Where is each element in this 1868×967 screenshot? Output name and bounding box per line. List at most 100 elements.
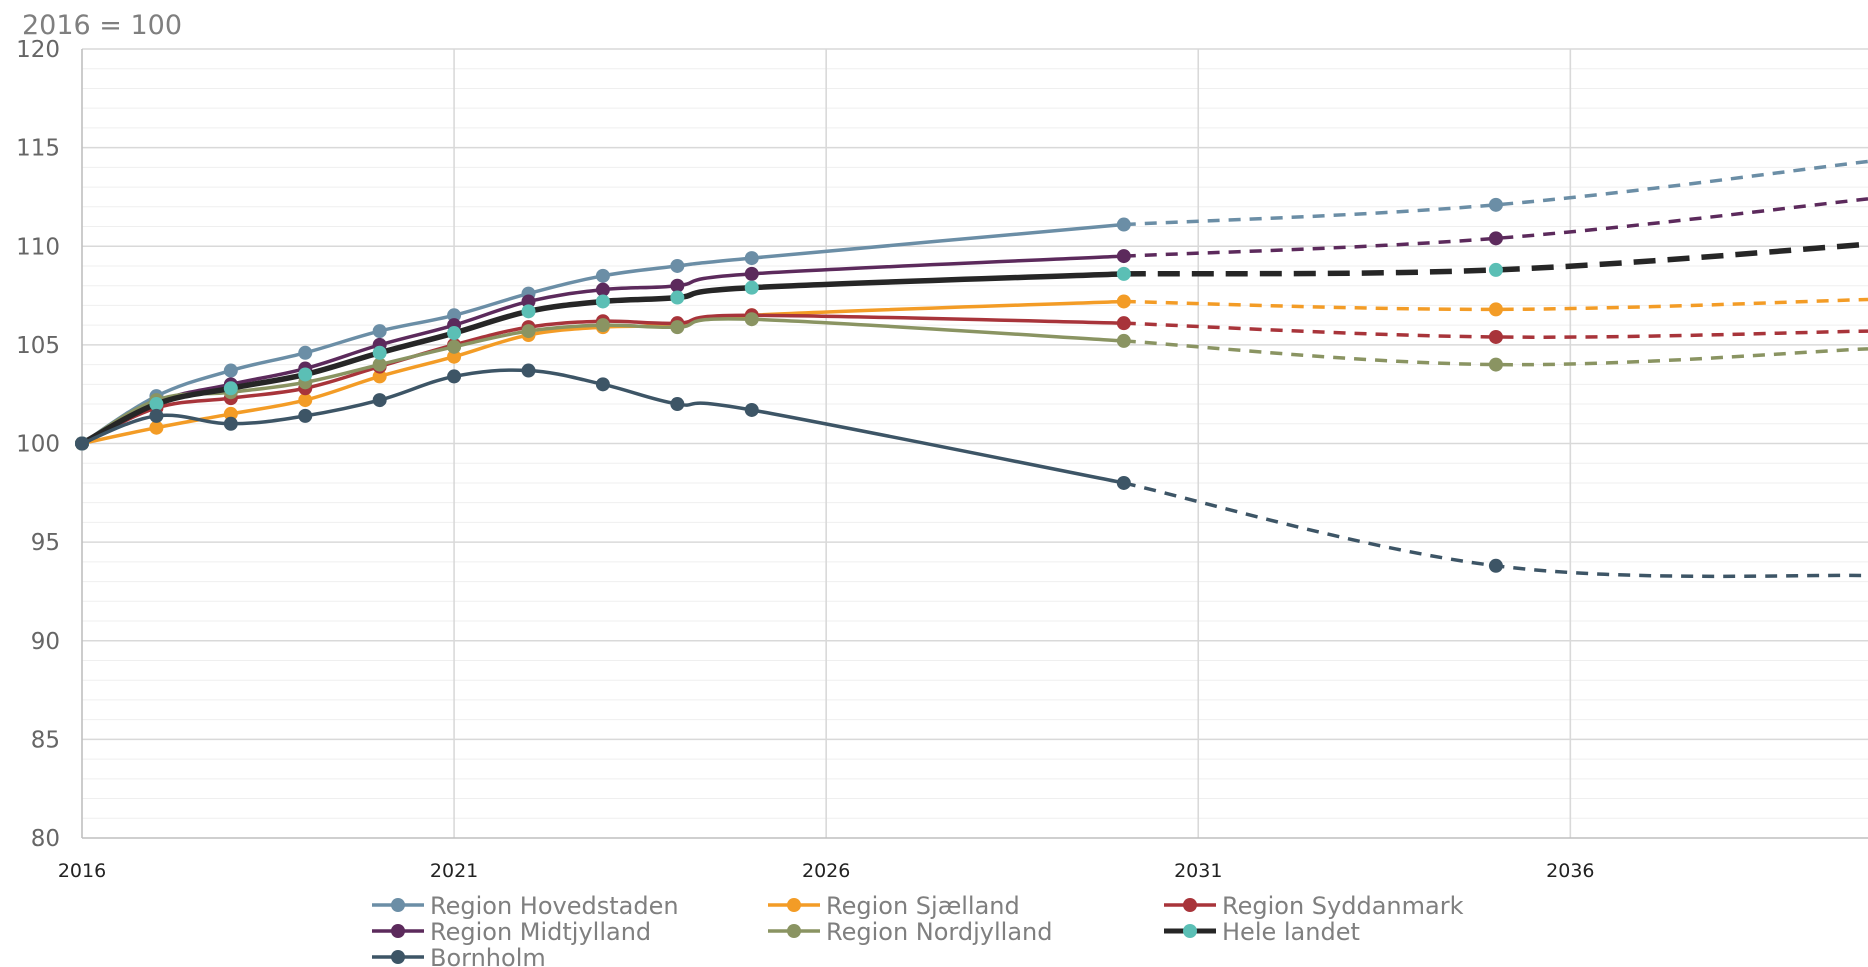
data-point	[744, 312, 759, 327]
y-tick-label: 105	[16, 333, 60, 359]
data-point	[223, 406, 238, 421]
legend-item: Region Sjælland	[768, 892, 1020, 920]
data-point	[372, 324, 387, 339]
data-point	[1488, 197, 1503, 212]
legend-item: Hele landet	[1164, 918, 1360, 946]
data-point	[595, 377, 610, 392]
data-point	[1116, 316, 1131, 331]
series-region-hovedstaden	[75, 159, 1868, 451]
x-tick-label: 2031	[1174, 860, 1222, 882]
data-point	[1488, 357, 1503, 372]
series-hele-landet	[75, 241, 1868, 451]
data-point	[670, 278, 685, 293]
data-point	[223, 363, 238, 378]
legend-swatch-marker	[787, 924, 801, 938]
legend-swatch-marker	[1183, 924, 1197, 938]
data-point	[1488, 558, 1503, 573]
data-point	[521, 294, 536, 309]
y-tick-label: 120	[16, 37, 60, 63]
legend-swatch-marker	[391, 924, 405, 938]
data-point	[595, 294, 610, 309]
data-point	[744, 402, 759, 417]
legend-swatch-marker	[787, 898, 801, 912]
legend: Region Hovedstaden Region Sjælland Region …	[372, 892, 1464, 967]
data-point	[595, 318, 610, 333]
series-line-projection	[1123, 241, 1868, 277]
data-point	[447, 308, 462, 323]
legend-item: Region Syddanmark	[1164, 892, 1464, 920]
legend-label: Hele landet	[1222, 918, 1360, 946]
legend-item: Region Hovedstaden	[372, 892, 679, 920]
data-point	[521, 363, 536, 378]
data-point	[1116, 249, 1131, 264]
data-point	[521, 324, 536, 339]
data-point	[670, 320, 685, 335]
legend-label: Bornholm	[430, 944, 546, 967]
legend-swatch-marker	[391, 898, 405, 912]
series-line-projection	[1123, 339, 1868, 367]
data-point	[670, 290, 685, 305]
series-lines	[75, 159, 1868, 579]
data-point	[1116, 217, 1131, 232]
data-point	[1488, 231, 1503, 246]
legend-item: Region Midtjylland	[372, 918, 651, 946]
y-tick-label: 110	[16, 234, 60, 260]
legend-label: Region Nordjylland	[826, 918, 1052, 946]
data-point	[298, 367, 313, 382]
x-axis-ticks: 2016 2021 2026 2031 2036	[58, 860, 1595, 882]
legend-item: Region Nordjylland	[768, 918, 1052, 946]
series-line-projection	[1123, 321, 1868, 339]
series-bornholm	[75, 363, 1868, 579]
x-tick-label: 2016	[58, 860, 106, 882]
legend-label: Region Syddanmark	[1222, 892, 1464, 920]
x-tick-label: 2021	[430, 860, 478, 882]
data-point	[744, 251, 759, 266]
data-point	[372, 345, 387, 360]
data-point	[298, 345, 313, 360]
data-point	[670, 258, 685, 273]
legend-swatch-marker	[391, 950, 405, 964]
data-point	[298, 393, 313, 408]
data-point	[1116, 333, 1131, 348]
data-point	[744, 266, 759, 281]
data-point	[298, 408, 313, 423]
series-line-projection	[1123, 297, 1868, 312]
data-point	[521, 304, 536, 319]
data-point	[1116, 475, 1131, 490]
data-point	[372, 369, 387, 384]
x-tick-label: 2026	[802, 860, 850, 882]
data-point	[372, 357, 387, 372]
data-point	[1488, 262, 1503, 277]
data-point	[447, 339, 462, 354]
data-point	[1488, 302, 1503, 317]
data-point	[372, 393, 387, 408]
legend-item: Bornholm	[372, 944, 546, 967]
data-point	[149, 408, 164, 423]
legend-label: Region Sjælland	[826, 892, 1020, 920]
y-tick-label: 80	[31, 826, 60, 852]
y-axis-unit-label: 2016 = 100	[22, 10, 182, 41]
data-point	[447, 326, 462, 341]
data-point	[1116, 294, 1131, 309]
data-point	[447, 369, 462, 384]
y-tick-label: 100	[16, 432, 60, 458]
legend-swatch-marker	[1183, 898, 1197, 912]
y-tick-label: 95	[31, 530, 60, 556]
legend-label: Region Midtjylland	[430, 918, 651, 946]
data-point	[595, 282, 610, 297]
data-point	[1488, 329, 1503, 344]
data-point	[149, 397, 164, 412]
y-tick-label: 90	[31, 629, 60, 655]
series-region-nordjylland	[75, 312, 1868, 451]
series-line-projection	[1123, 159, 1868, 227]
series-line-projection	[1123, 197, 1868, 258]
data-point	[149, 420, 164, 435]
legend-label: Region Hovedstaden	[430, 892, 679, 920]
data-point	[75, 436, 89, 451]
data-point	[447, 349, 462, 364]
data-point	[744, 280, 759, 295]
gridlines	[81, 48, 1868, 839]
data-point	[670, 397, 685, 412]
data-point	[595, 268, 610, 283]
